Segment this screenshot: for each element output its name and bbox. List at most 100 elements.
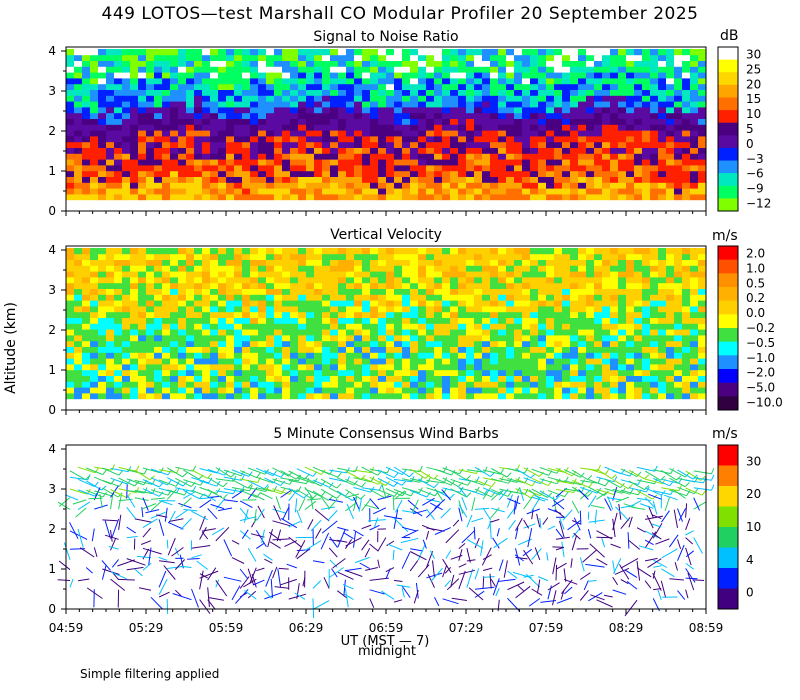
- wind-barb: [231, 585, 241, 601]
- snr-cell: [122, 136, 131, 143]
- velocity-cell: [66, 375, 75, 382]
- velocity-cell: [218, 317, 227, 324]
- velocity-cell: [290, 369, 299, 376]
- snr-cell: [434, 49, 443, 56]
- velocity-cell: [610, 329, 619, 336]
- velocity-cell: [450, 335, 459, 342]
- velocity-cell: [466, 271, 475, 278]
- snr-cell: [330, 49, 339, 56]
- velocity-cell: [74, 317, 83, 324]
- snr-cell: [106, 130, 115, 137]
- velocity-cell: [426, 306, 435, 313]
- velocity-cell: [618, 311, 627, 318]
- snr-cell: [594, 83, 603, 90]
- velocity-cell: [266, 393, 275, 400]
- snr-cell: [298, 83, 307, 90]
- velocity-cell: [578, 346, 587, 353]
- snr-cell: [178, 60, 187, 67]
- velocity-cell: [378, 253, 387, 260]
- snr-cell: [322, 130, 331, 137]
- velocity-cell: [554, 288, 563, 295]
- velocity-cell: [634, 300, 643, 307]
- snr-cell: [450, 165, 459, 172]
- wind-barb: [409, 560, 419, 572]
- snr-cell: [426, 60, 435, 67]
- snr-cell: [490, 130, 499, 137]
- velocity-cell: [218, 288, 227, 295]
- velocity-cell: [626, 381, 635, 388]
- snr-cell: [354, 118, 363, 125]
- snr-cell: [74, 49, 83, 56]
- snr-cell: [186, 66, 195, 73]
- wind-barb: [99, 494, 103, 508]
- snr-cell: [434, 176, 443, 183]
- wind-barb-flag: [118, 470, 123, 476]
- snr-cell: [298, 72, 307, 79]
- snr-cell: [506, 165, 515, 172]
- snr-cell: [434, 54, 443, 61]
- snr-cell: [130, 107, 139, 114]
- velocity-cell: [666, 375, 675, 382]
- velocity-cell: [370, 335, 379, 342]
- snr-cell: [66, 49, 75, 56]
- wind-barb: [172, 593, 192, 601]
- snr-cell: [658, 124, 667, 131]
- velocity-cell: [674, 277, 683, 284]
- velocity-cell: [498, 306, 507, 313]
- velocity-cell: [410, 271, 419, 278]
- velocity-cell: [674, 288, 683, 295]
- snr-cell: [298, 107, 307, 114]
- snr-cell: [258, 101, 267, 108]
- velocity-cell: [642, 369, 651, 376]
- snr-cell: [594, 112, 603, 119]
- velocity-cell: [226, 335, 235, 342]
- snr-cell: [498, 107, 507, 114]
- snr-cell: [666, 66, 675, 73]
- wind-barb: [150, 596, 163, 610]
- velocity-cell: [242, 317, 251, 324]
- velocity-cell: [602, 277, 611, 284]
- velocity-cell: [634, 358, 643, 365]
- velocity-cell: [482, 352, 491, 359]
- velocity-cell: [330, 306, 339, 313]
- snr-cell: [202, 176, 211, 183]
- velocity-cell: [234, 311, 243, 318]
- wind-barb: [304, 540, 322, 551]
- snr-cell: [386, 60, 395, 67]
- wind-barb: [320, 469, 338, 478]
- wind-barb: [312, 479, 330, 488]
- snr-cell: [458, 130, 467, 137]
- snr-cell: [202, 159, 211, 166]
- snr-cell: [154, 72, 163, 79]
- velocity-cell: [498, 277, 507, 284]
- wind-barb: [393, 599, 403, 603]
- wind-barb: [215, 498, 226, 510]
- velocity-cell: [210, 294, 219, 301]
- velocity-cell: [114, 329, 123, 336]
- velocity-cell: [194, 369, 203, 376]
- snr-cell: [298, 194, 307, 201]
- velocity-cell: [466, 259, 475, 266]
- snr-cell: [186, 194, 195, 201]
- snr-cell: [122, 147, 131, 154]
- velocity-cell: [98, 340, 107, 347]
- snr-cell: [274, 83, 283, 90]
- velocity-cell: [274, 259, 283, 266]
- velocity-cell: [474, 271, 483, 278]
- snr-cell: [698, 170, 707, 177]
- velocity-cell: [402, 323, 411, 330]
- wind-barb: [337, 526, 349, 531]
- snr-cell: [122, 78, 131, 85]
- snr-cell: [210, 176, 219, 183]
- velocity-cell: [642, 253, 651, 260]
- velocity-cell: [306, 352, 315, 359]
- wind-barb: [126, 484, 128, 499]
- snr-cell: [282, 153, 291, 160]
- snr-cell: [146, 159, 155, 166]
- velocity-cell: [338, 317, 347, 324]
- snr-cell: [282, 170, 291, 177]
- velocity-cell: [482, 271, 491, 278]
- snr-cell: [602, 182, 611, 189]
- snr-cell: [586, 141, 595, 148]
- wind-barb: [118, 477, 135, 487]
